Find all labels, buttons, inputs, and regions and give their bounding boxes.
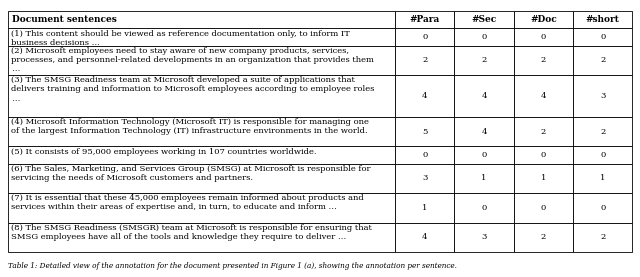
Bar	[514, 45, 573, 75]
Bar	[395, 163, 454, 193]
Text: 4: 4	[481, 92, 486, 100]
Text: #Doc: #Doc	[530, 15, 557, 24]
Text: 1: 1	[481, 174, 486, 182]
Text: #Sec: #Sec	[471, 15, 497, 24]
Text: 0: 0	[600, 151, 605, 159]
Text: Table 1: Detailed view of the annotation for the document presented in Figure 1 : Table 1: Detailed view of the annotation…	[8, 262, 456, 270]
Bar	[454, 146, 514, 163]
Bar	[573, 163, 632, 193]
Text: #Para: #Para	[410, 15, 440, 24]
Text: 4: 4	[481, 128, 486, 135]
Bar	[514, 193, 573, 222]
Bar	[454, 193, 514, 222]
Text: (7) It is essential that these 45,000 employees remain informed about products a: (7) It is essential that these 45,000 em…	[11, 194, 364, 211]
Text: 0: 0	[481, 204, 486, 212]
Bar	[395, 28, 454, 45]
Bar	[573, 222, 632, 252]
Text: 0: 0	[541, 204, 546, 212]
Bar	[573, 75, 632, 117]
Text: 1: 1	[422, 204, 428, 212]
Bar	[8, 163, 395, 193]
Text: Document sentences: Document sentences	[12, 15, 116, 24]
Text: 1: 1	[541, 174, 546, 182]
Bar	[454, 45, 514, 75]
Bar	[573, 193, 632, 222]
Bar	[8, 117, 395, 146]
Bar	[8, 146, 395, 163]
Text: 3: 3	[422, 174, 428, 182]
Text: 0: 0	[422, 151, 428, 159]
Bar	[8, 11, 395, 28]
Text: 2: 2	[541, 233, 546, 241]
Bar	[454, 117, 514, 146]
Bar	[573, 28, 632, 45]
Bar	[395, 222, 454, 252]
Bar	[395, 193, 454, 222]
Text: 0: 0	[422, 33, 428, 41]
Bar	[454, 28, 514, 45]
Bar	[395, 117, 454, 146]
Bar	[454, 163, 514, 193]
Bar	[514, 75, 573, 117]
Bar	[514, 117, 573, 146]
Bar	[395, 45, 454, 75]
Bar	[8, 222, 395, 252]
Text: 2: 2	[422, 56, 428, 64]
Text: 2: 2	[541, 128, 546, 135]
Bar	[395, 75, 454, 117]
Bar	[8, 193, 395, 222]
Bar	[573, 117, 632, 146]
Bar	[573, 146, 632, 163]
Text: (8) The SMSG Readiness (SMSGR) team at Microsoft is responsible for ensuring tha: (8) The SMSG Readiness (SMSGR) team at M…	[11, 224, 372, 241]
Text: 0: 0	[600, 204, 605, 212]
Bar	[8, 28, 395, 45]
Text: 4: 4	[422, 233, 428, 241]
Text: 0: 0	[481, 151, 486, 159]
Bar	[454, 11, 514, 28]
Bar	[514, 222, 573, 252]
Text: (1) This content should be viewed as reference documentation only, to inform IT
: (1) This content should be viewed as ref…	[11, 30, 349, 47]
Bar	[8, 45, 395, 75]
Text: 5: 5	[422, 128, 428, 135]
Text: 0: 0	[600, 33, 605, 41]
Text: 3: 3	[481, 233, 486, 241]
Text: 4: 4	[541, 92, 546, 100]
Bar	[514, 11, 573, 28]
Text: 2: 2	[600, 233, 605, 241]
Bar	[573, 11, 632, 28]
Bar	[395, 146, 454, 163]
Bar	[395, 11, 454, 28]
Text: 4: 4	[422, 92, 428, 100]
Bar	[8, 75, 395, 117]
Bar	[454, 75, 514, 117]
Text: 2: 2	[600, 128, 605, 135]
Text: 2: 2	[600, 56, 605, 64]
Bar	[514, 163, 573, 193]
Text: (2) Microsoft employees need to stay aware of new company products, services,
pr: (2) Microsoft employees need to stay awa…	[11, 47, 374, 73]
Text: 3: 3	[600, 92, 605, 100]
Bar	[514, 146, 573, 163]
Bar	[454, 222, 514, 252]
Text: (5) It consists of 95,000 employees working in 107 countries worldwide.: (5) It consists of 95,000 employees work…	[11, 148, 316, 156]
Text: 2: 2	[481, 56, 486, 64]
Bar	[573, 45, 632, 75]
Text: 0: 0	[481, 33, 486, 41]
Text: #short: #short	[586, 15, 620, 24]
Text: 1: 1	[600, 174, 605, 182]
Bar	[514, 28, 573, 45]
Text: (4) Microsoft Information Technology (Microsoft IT) is responsible for managing : (4) Microsoft Information Technology (Mi…	[11, 118, 369, 135]
Text: 0: 0	[541, 151, 546, 159]
Text: 2: 2	[541, 56, 546, 64]
Text: (6) The Sales, Marketing, and Services Group (SMSG) at Microsoft is responsible : (6) The Sales, Marketing, and Services G…	[11, 165, 371, 182]
Text: 0: 0	[541, 33, 546, 41]
Text: (3) The SMSG Readiness team at Microsoft developed a suite of applications that
: (3) The SMSG Readiness team at Microsoft…	[11, 76, 374, 103]
